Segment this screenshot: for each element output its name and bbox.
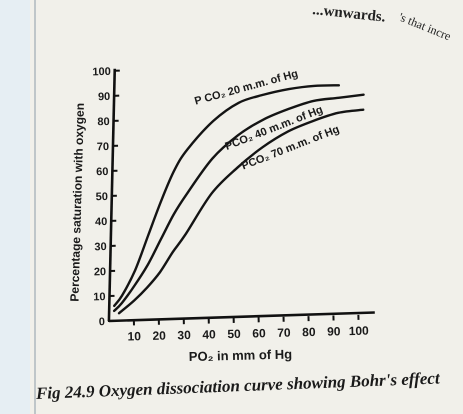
- y-tick-label: 50: [95, 191, 108, 203]
- x-tick-label: 40: [202, 327, 216, 341]
- header-fragment-left: ...wnwards.: [312, 2, 387, 26]
- y-tick-label: 70: [97, 141, 110, 153]
- x-tick-label: 60: [252, 326, 266, 340]
- book-page: [30, 0, 463, 414]
- x-tick-label: 70: [277, 326, 291, 340]
- curve-series-1: [113, 84, 341, 308]
- curve-series-3: [117, 108, 365, 315]
- y-tick-label: 90: [98, 91, 111, 103]
- y-tick-label: 40: [95, 216, 108, 228]
- x-tick-label: 10: [127, 329, 141, 343]
- y-tick-label: 100: [92, 66, 111, 78]
- x-tick-label: 80: [302, 325, 316, 339]
- header-fragment-right: 's that incre: [397, 10, 453, 44]
- y-axis-label: Percentage saturation with oxygen: [67, 103, 87, 302]
- x-axis-line: [108, 311, 375, 323]
- x-axis-label: PO₂ in mm of Hg: [189, 347, 293, 365]
- x-tick-label: 30: [177, 328, 191, 342]
- curve-label-1: P CO₂ 20 m.m. of Hg: [193, 68, 299, 108]
- y-tick-label: 0: [99, 316, 105, 328]
- curve-series-2: [112, 93, 365, 313]
- x-tick-label: 100: [349, 324, 370, 338]
- y-tick-label: 20: [94, 266, 107, 278]
- y-tick-label: 60: [96, 166, 109, 178]
- x-tick-label: 50: [227, 327, 241, 341]
- x-tick-label: 90: [327, 324, 341, 338]
- y-tick-label: 10: [93, 291, 106, 303]
- y-tick-label: 30: [94, 241, 107, 253]
- y-tick-label: 80: [97, 116, 110, 128]
- page-margin-line: [34, 0, 36, 414]
- x-tick-label: 20: [152, 329, 166, 343]
